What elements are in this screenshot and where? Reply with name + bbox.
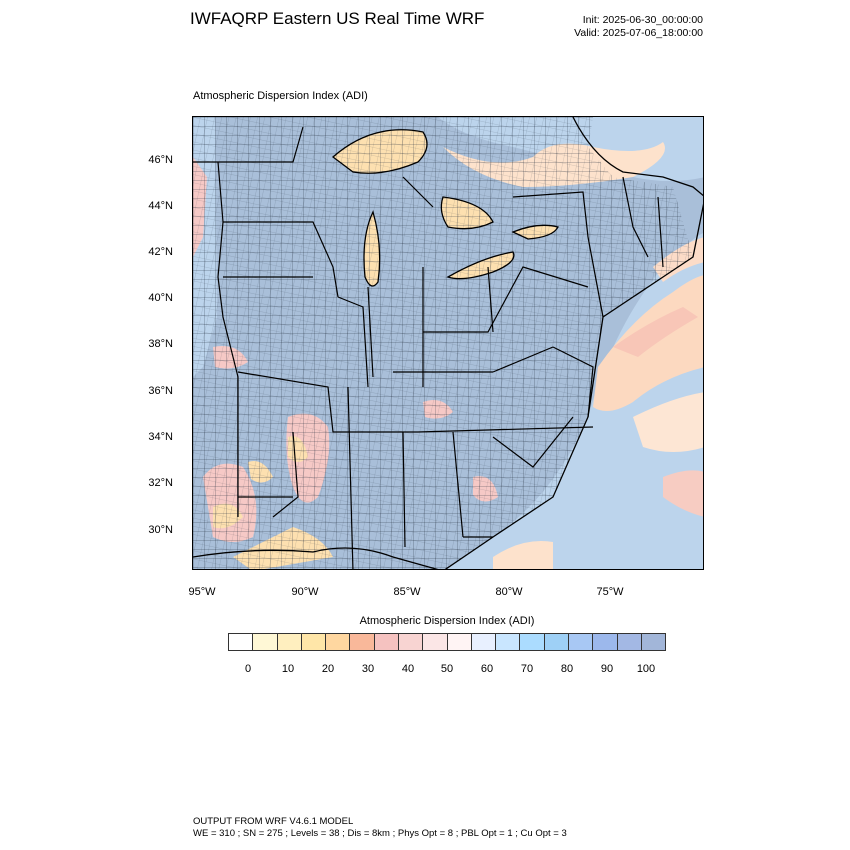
lon-label: 95°W [188, 586, 216, 598]
model-info: OUTPUT FROM WRF V4.6.1 MODEL WE = 310 ; … [193, 816, 567, 840]
lon-label: 80°W [495, 586, 523, 598]
colorbar-swatch-8 [423, 634, 448, 650]
state-boundaries [193, 126, 664, 569]
lat-label: 46°N [148, 154, 173, 166]
colorbar-swatch-1 [253, 634, 278, 650]
colorbar-title: Atmospheric Dispersion Index (ADI) [359, 615, 535, 627]
colorbar-swatch-9 [447, 634, 472, 650]
colorbar-swatch-4 [326, 634, 351, 650]
colorbar-swatch-3 [301, 634, 327, 650]
colorbar-swatch-12 [520, 634, 545, 650]
colorbar-label: 20 [321, 663, 335, 675]
colorbar-swatch-0 [229, 634, 254, 650]
model-config: WE = 310 ; SN = 275 ; Levels = 38 ; Dis … [193, 828, 567, 839]
lon-label: 85°W [393, 586, 421, 598]
colorbar-label: 50 [440, 663, 454, 675]
lon-label: 75°W [596, 586, 624, 598]
colorbar-label: 10 [281, 663, 295, 675]
lat-label: 36°N [148, 385, 173, 397]
lon-label: 90°W [291, 586, 319, 598]
lat-label: 38°N [148, 338, 173, 350]
model-version: OUTPUT FROM WRF V4.6.1 MODEL [193, 816, 354, 827]
colorbar-swatch-15 [593, 634, 618, 650]
colorbar-swatch-6 [374, 634, 399, 650]
colorbar-label: 40 [401, 663, 415, 675]
lat-label: 42°N [148, 246, 173, 258]
lat-label: 32°N [148, 477, 173, 489]
colorbar-label: 70 [520, 663, 534, 675]
colorbar-label: 60 [480, 663, 494, 675]
valid-time: Valid: 2025-07-06_18:00:00 [574, 27, 703, 39]
colorbar-swatch-2 [277, 634, 302, 650]
colorbar-label: 0 [244, 663, 252, 675]
colorbar-swatch-14 [568, 634, 594, 650]
colorbar-label: 80 [560, 663, 574, 675]
colorbar [228, 633, 666, 651]
colorbar-swatch-11 [496, 634, 521, 650]
plot-title: IWFAQRP Eastern US Real Time WRF [190, 9, 485, 28]
init-time: Init: 2025-06-30_00:00:00 [582, 14, 703, 26]
colorbar-swatch-17 [641, 634, 666, 650]
colorbar-swatch-16 [617, 634, 642, 650]
adi-map [193, 117, 703, 569]
colorbar-label: 30 [361, 663, 375, 675]
colorbar-label: 100 [636, 663, 656, 675]
coastline [193, 117, 703, 569]
time-info: Init: 2025-06-30_00:00:00 Valid: 2025-07… [545, 14, 703, 40]
county-mesh-secondary [193, 117, 693, 569]
lat-label: 30°N [148, 524, 173, 536]
lat-label: 34°N [148, 431, 173, 443]
colorbar-swatch-7 [398, 634, 424, 650]
map-panel [192, 116, 704, 570]
colorbar-swatch-13 [544, 634, 569, 650]
lat-label: 44°N [148, 200, 173, 212]
colorbar-label: 90 [600, 663, 614, 675]
colorbar-swatch-5 [350, 634, 375, 650]
colorbar-swatch-10 [471, 634, 497, 650]
lat-label: 40°N [148, 292, 173, 304]
panel-label: Atmospheric Dispersion Index (ADI) [193, 90, 368, 102]
